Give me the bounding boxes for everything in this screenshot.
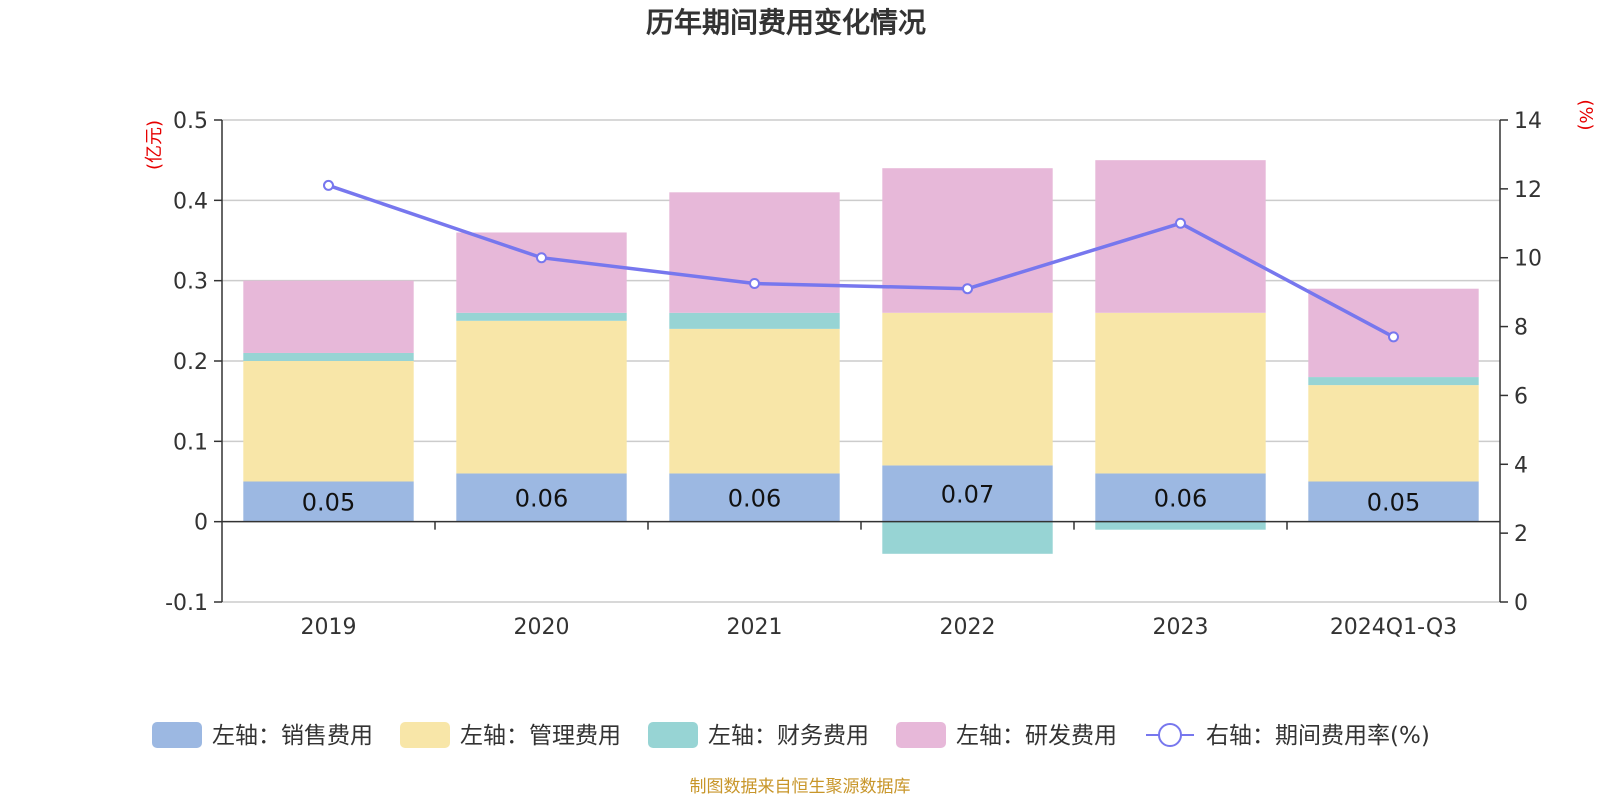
bar-sales	[1095, 473, 1266, 522]
legend-swatch-rate[interactable]	[1146, 723, 1194, 747]
bar-finance	[669, 312, 840, 329]
bar-rd	[456, 232, 627, 313]
rate-point	[962, 283, 973, 295]
data-label-sales: 0.06	[515, 485, 568, 513]
rate-point	[1175, 217, 1186, 229]
legend-label-rd[interactable]: 左轴：研发费用	[956, 723, 1117, 749]
x-tick-label: 2020	[514, 615, 570, 640]
left-tick-label: 0.2	[173, 350, 208, 375]
grid-lines	[222, 119, 1500, 603]
x-tick-label: 2019	[301, 615, 357, 640]
x-tick-label: 2022	[940, 615, 996, 640]
legend-swatch-sales[interactable]	[152, 722, 202, 748]
bar-admin	[882, 312, 1053, 466]
bar-sales	[882, 465, 1053, 522]
legend: 左轴：销售费用 左轴：管理费用 左轴：财务费用 左轴：研发费用 右轴：期间费用率…	[152, 722, 1430, 749]
data-label-sales: 0.06	[1154, 485, 1207, 513]
data-label-sales: 0.05	[1367, 489, 1420, 517]
left-tick-label: 0.3	[173, 270, 208, 295]
right-tick-label: 10	[1514, 247, 1542, 272]
left-tick-label: 0	[194, 511, 208, 536]
data-source-note: 制图数据来自恒生聚源数据库	[690, 777, 911, 797]
bar-finance	[1308, 377, 1479, 386]
data-labels: 0.05 0.06 0.06 0.07 0.06 0.05	[302, 481, 1420, 517]
data-label-sales: 0.06	[728, 485, 781, 513]
bar-rd	[243, 280, 414, 353]
bar-admin	[669, 328, 840, 474]
left-tick-label: 0.1	[173, 430, 208, 455]
legend-label-sales[interactable]: 左轴：销售费用	[212, 723, 373, 749]
right-tick-label: 6	[1514, 384, 1528, 409]
legend-label-rate[interactable]: 右轴：期间费用率(%)	[1206, 723, 1430, 749]
data-label-sales: 0.07	[941, 481, 994, 509]
bar-finance	[882, 521, 1053, 554]
bar-series	[243, 160, 1479, 554]
bar-rd	[669, 192, 840, 313]
left-tick-label: -0.1	[165, 591, 208, 616]
bar-sales	[669, 473, 840, 522]
bar-finance	[243, 352, 414, 361]
right-tick-label: 14	[1514, 109, 1542, 134]
left-tick-label: 0.5	[173, 109, 208, 134]
legend-label-admin[interactable]: 左轴：管理费用	[460, 723, 621, 749]
rate-line-series	[323, 179, 1399, 343]
right-tick-label: 4	[1514, 453, 1528, 478]
bar-admin	[1308, 385, 1479, 482]
rate-point	[1388, 331, 1399, 343]
right-tick-label: 8	[1514, 316, 1528, 341]
bar-sales	[456, 473, 627, 522]
legend-swatch-rd[interactable]	[896, 722, 946, 748]
bar-admin	[1095, 312, 1266, 474]
bar-admin	[243, 361, 414, 482]
right-tick-label: 0	[1514, 591, 1528, 616]
legend-label-finance[interactable]: 左轴：财务费用	[708, 723, 869, 749]
x-tick-label: 2023	[1153, 615, 1209, 640]
right-tick-label: 12	[1514, 178, 1542, 203]
rate-point	[536, 252, 547, 264]
bar-finance	[1095, 521, 1266, 530]
left-axis-unit: (亿元)	[144, 120, 165, 170]
x-tick-label: 2021	[727, 615, 783, 640]
axes: -0.1 0 0.1 0.2 0.3 0.4 0.5 0 2 4 6 8 10 12 14 2019 2020 2…	[165, 109, 1542, 640]
rate-line	[327, 183, 1395, 339]
bar-sales	[243, 481, 414, 522]
bar-admin	[456, 320, 627, 474]
data-label-sales: 0.05	[302, 489, 355, 517]
bar-rd	[1095, 160, 1266, 313]
right-tick-label: 2	[1514, 522, 1528, 547]
legend-swatch-finance[interactable]	[648, 722, 698, 748]
rate-point	[323, 179, 334, 191]
x-tick-label: 2024Q1-Q3	[1330, 615, 1457, 640]
bar-sales	[1308, 481, 1479, 522]
chart-title: 历年期间费用变化情况	[646, 6, 926, 39]
bar-finance	[456, 312, 627, 321]
rate-point	[749, 278, 760, 290]
legend-swatch-admin[interactable]	[400, 722, 450, 748]
right-axis-unit: (%)	[1575, 99, 1596, 130]
left-tick-label: 0.4	[173, 189, 208, 214]
